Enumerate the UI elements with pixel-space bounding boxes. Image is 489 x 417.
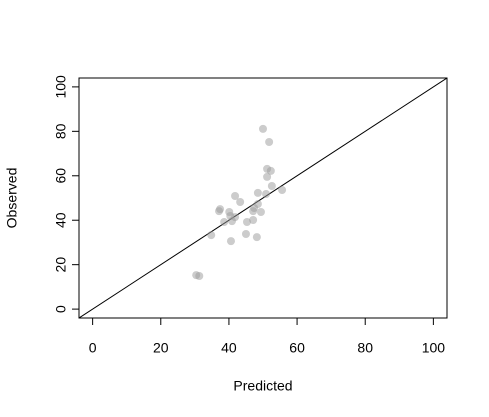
point	[249, 207, 258, 216]
point	[227, 217, 236, 226]
x-tick-label: 60	[289, 340, 305, 356]
point	[220, 218, 229, 226]
point	[215, 207, 224, 216]
point	[226, 237, 235, 246]
x-tick-label: 20	[153, 340, 169, 356]
y-tick-label: 80	[53, 123, 69, 139]
x-tick-label: 100	[422, 340, 446, 356]
x-tick-label: 80	[357, 340, 373, 356]
point	[207, 231, 216, 240]
point	[242, 218, 251, 226]
point	[253, 188, 262, 197]
point	[263, 172, 272, 181]
point	[265, 138, 274, 146]
x-axis-title: Predicted	[233, 378, 292, 394]
point	[249, 216, 258, 224]
reference-line	[79, 78, 447, 318]
point	[278, 186, 287, 194]
point	[236, 198, 245, 206]
point	[231, 192, 240, 200]
y-tick-label: 0	[53, 305, 69, 313]
y-tick-label: 60	[53, 168, 69, 184]
y-tick-label: 100	[53, 75, 69, 99]
y-axis-title: Observed	[4, 168, 20, 229]
y-tick-label: 40	[53, 212, 69, 228]
point	[262, 190, 271, 198]
point	[256, 208, 265, 216]
point	[195, 272, 204, 280]
point	[266, 166, 275, 175]
point	[259, 124, 267, 133]
point	[241, 230, 250, 238]
x-tick-label: 40	[221, 340, 237, 356]
y-tick-label: 20	[53, 257, 69, 273]
point	[252, 233, 261, 242]
x-tick-label: 0	[89, 340, 97, 356]
point	[267, 182, 276, 190]
